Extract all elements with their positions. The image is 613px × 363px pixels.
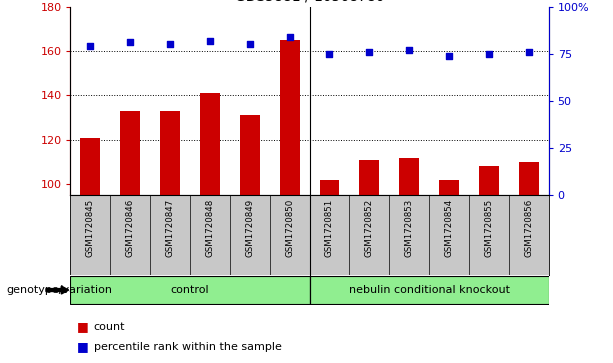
Text: ■: ■ (77, 340, 88, 353)
Point (86, 43, 96, 49)
Text: GSM1720856: GSM1720856 (524, 199, 533, 257)
Text: GSM1720846: GSM1720846 (126, 199, 135, 257)
Bar (399, 158, 419, 195)
Text: nebulin conditional knockout: nebulin conditional knockout (349, 285, 509, 295)
Text: GSM1720852: GSM1720852 (365, 199, 374, 257)
Text: GSM1720854: GSM1720854 (444, 199, 454, 257)
Point (325, 51, 335, 57)
Bar (359, 160, 379, 195)
Point (284, 34, 294, 40)
FancyBboxPatch shape (310, 276, 549, 304)
Bar (479, 166, 499, 195)
Bar (319, 180, 340, 195)
Bar (160, 111, 180, 195)
Text: genotype/variation: genotype/variation (6, 285, 112, 295)
Text: GSM1720847: GSM1720847 (166, 199, 175, 257)
Point (405, 47, 414, 53)
Text: GSM1720845: GSM1720845 (86, 199, 95, 257)
FancyBboxPatch shape (70, 276, 310, 304)
Point (205, 38, 215, 44)
Text: GSM1720850: GSM1720850 (285, 199, 294, 257)
Point (444, 53, 454, 58)
Text: control: control (170, 285, 210, 295)
Point (166, 41, 175, 47)
Point (125, 40, 135, 45)
Point (524, 49, 533, 55)
Text: GSM1720849: GSM1720849 (245, 199, 254, 257)
Bar (200, 93, 220, 195)
Title: GDS5881 / 10568780: GDS5881 / 10568780 (235, 0, 384, 4)
Bar (519, 162, 539, 195)
Bar (120, 111, 140, 195)
Text: GSM1720853: GSM1720853 (405, 199, 414, 257)
Bar (439, 180, 459, 195)
Text: GSM1720851: GSM1720851 (325, 199, 334, 257)
Point (245, 41, 255, 47)
Text: GSM1720848: GSM1720848 (205, 199, 215, 257)
Bar (240, 115, 260, 195)
Text: ■: ■ (77, 320, 88, 333)
Text: count: count (94, 322, 125, 332)
Text: GSM1720855: GSM1720855 (484, 199, 493, 257)
Point (484, 51, 494, 57)
Text: percentile rank within the sample: percentile rank within the sample (94, 342, 281, 352)
Bar (80, 138, 101, 195)
Point (364, 49, 374, 55)
Bar (280, 40, 300, 195)
